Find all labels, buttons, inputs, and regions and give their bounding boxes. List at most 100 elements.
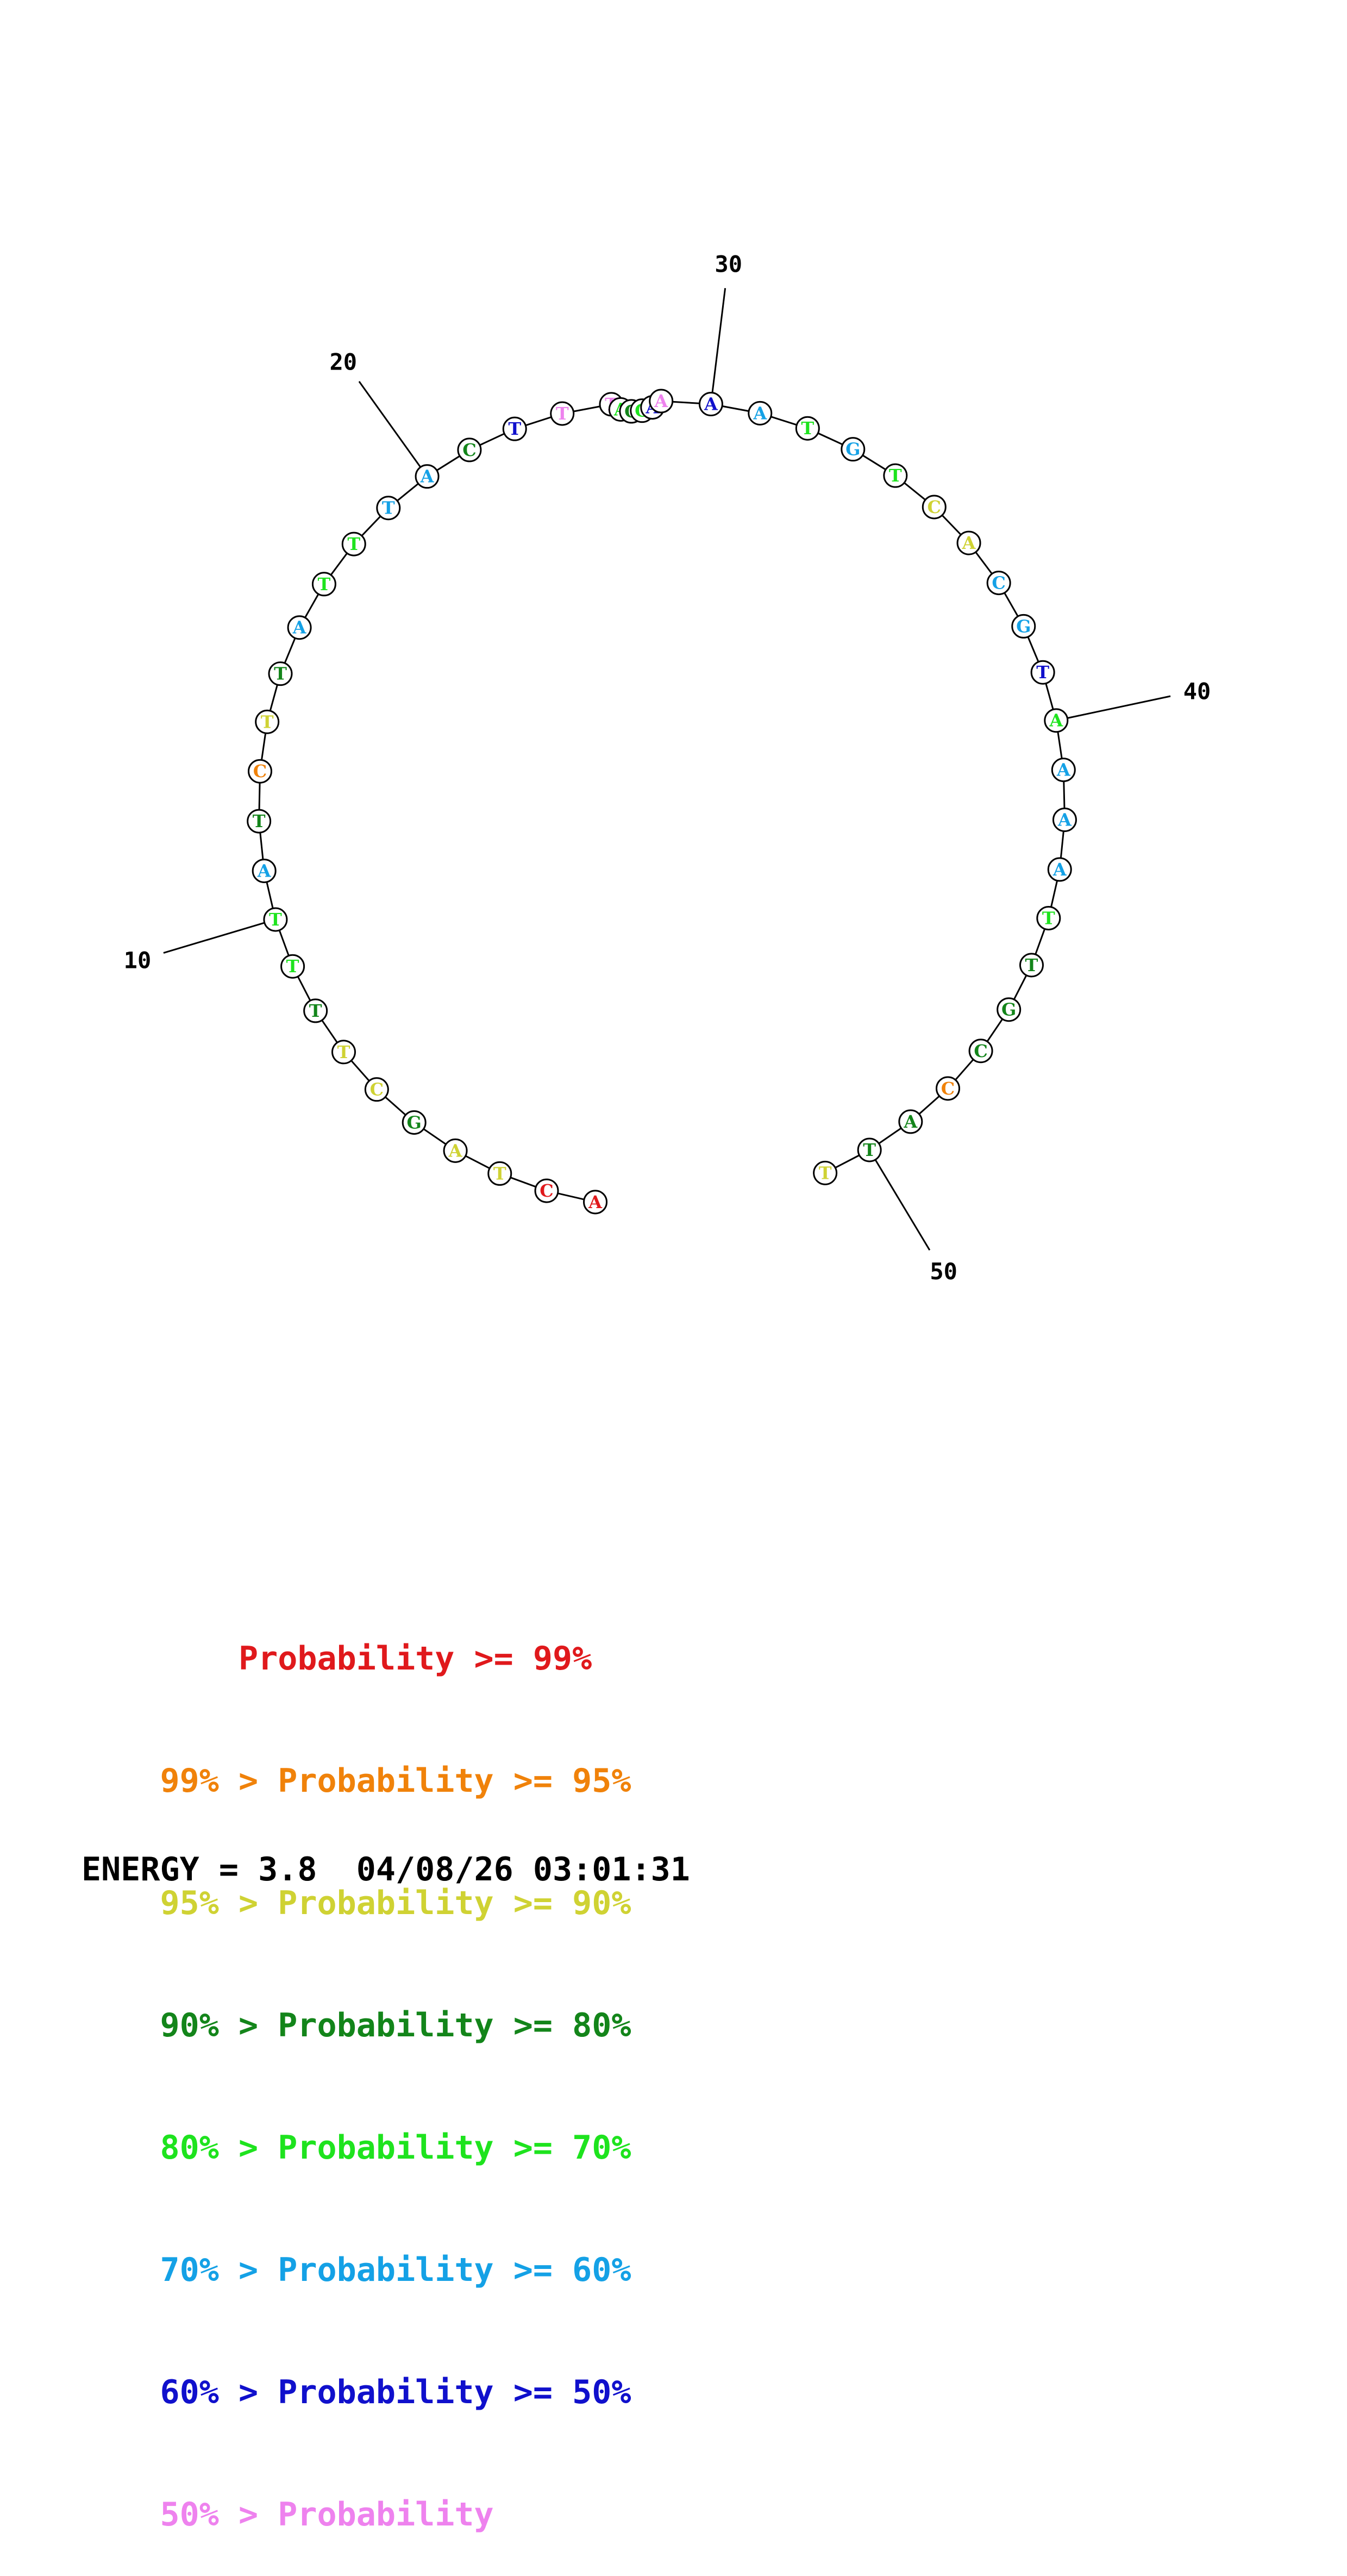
nucleotide-circle (698, 392, 723, 417)
nucleotide-circle (1051, 758, 1076, 783)
position-label: 30 (715, 251, 742, 277)
nucleotide-51: T (813, 1160, 838, 1185)
position-tick-line (358, 380, 428, 477)
nucleotide-circle (1019, 953, 1044, 978)
legend-text: Probability >= 70% (278, 2129, 631, 2167)
position-label: 50 (930, 1258, 957, 1285)
legend-prefix: 50% > (160, 2496, 278, 2534)
position-tick-line (163, 918, 276, 954)
energy-line: ENERGY = 3.8 04/08/26 03:01:31 (82, 1850, 690, 1889)
nucleotide-32: T (795, 416, 820, 441)
nucleotide-circle (364, 1077, 389, 1102)
nucleotide-base: C (540, 1180, 553, 1201)
nucleotide-base: T (382, 498, 395, 518)
nucleotide-base: C (974, 1041, 987, 1061)
legend-text: Probability >= 95% (278, 1762, 631, 1800)
nucleotide-circle (303, 998, 328, 1023)
nucleotide-37: C (986, 571, 1011, 596)
nucleotide-42: A (1052, 807, 1077, 832)
nucleotide-base: T (508, 418, 521, 439)
nucleotide-35: C (922, 495, 947, 520)
legend-prefix: 80% > (160, 2129, 278, 2167)
nucleotide-circle (1047, 857, 1072, 882)
position-tick-line (1056, 695, 1171, 722)
nucleotide-1: A (583, 1190, 608, 1215)
nucleotide-base: T (286, 956, 299, 977)
nucleotide-38: G (1011, 614, 1036, 639)
nucleotide-circle (922, 495, 947, 520)
nucleotide-base: T (253, 811, 266, 831)
nucleotide-circle (415, 464, 440, 489)
nucleotide-base: C (370, 1079, 384, 1100)
nucleotide-base: T (493, 1163, 506, 1184)
nucleotide-base: G (1001, 999, 1016, 1020)
nucleotide-19: T (376, 496, 401, 521)
nucleotide-2: C (534, 1178, 559, 1203)
nucleotide-circle (1044, 708, 1069, 733)
nucleotide-6: C (364, 1077, 389, 1102)
legend-row-80: 90% > Probability >= 80% (82, 1965, 631, 2044)
legend-prefix: 90% > (160, 2006, 278, 2044)
nucleotide-circle (1036, 905, 1061, 930)
nucleotide-49: A (898, 1109, 923, 1134)
nucleotide-12: T (247, 809, 272, 834)
nucleotide-17: T (311, 572, 336, 597)
nucleotide-base: G (845, 439, 860, 460)
nucleotide-circle (268, 661, 293, 686)
probability-legend: Probability >= 99% 99% > Probability >= … (82, 1516, 631, 2535)
legend-row-60: 70% > Probability >= 60% (82, 2209, 631, 2289)
nucleotide-layer: ACTAGCTTTTATCTTATTTACTTTACGAAAATGTCACGTA… (247, 389, 1077, 1215)
nucleotide-base: A (257, 860, 272, 881)
nucleotide-base: T (318, 574, 331, 595)
nucleotide-base: C (462, 440, 476, 460)
position-tick-line (710, 287, 726, 404)
nucleotide-14: T (255, 709, 280, 734)
legend-text: Probability (278, 2496, 494, 2534)
nucleotide-base: T (274, 664, 287, 684)
legend-prefix: 70% > (160, 2251, 278, 2289)
legend-row-below-50: 50% > Probability (82, 2454, 631, 2534)
nucleotide-23: T (550, 401, 575, 426)
nucleotide-base: A (654, 391, 668, 411)
nucleotide-circle (795, 416, 820, 441)
legend-prefix: 95% > (160, 1884, 278, 1922)
nucleotide-circle (376, 496, 401, 521)
nucleotide-18: T (341, 532, 366, 557)
nucleotide-circle (550, 401, 575, 426)
legend-row-50: 60% > Probability >= 50% (82, 2331, 631, 2411)
nucleotide-base: T (1036, 662, 1049, 683)
nucleotide-circle (280, 954, 305, 979)
nucleotide-circle (1030, 660, 1055, 685)
nucleotide-base: A (704, 394, 718, 415)
legend-prefix: 60% > (160, 2373, 278, 2411)
nucleotide-20: A (415, 464, 440, 489)
nucleotide-5: G (402, 1110, 427, 1135)
nucleotide-circle (748, 401, 773, 426)
nucleotide-base: A (292, 617, 307, 638)
legend-text: Probability >= 60% (278, 2251, 631, 2289)
position-label: 40 (1183, 678, 1211, 705)
nucleotide-15: T (268, 661, 293, 686)
legend-row-95: 99% > Probability >= 95% (82, 1720, 631, 1800)
legend-row-99: Probability >= 99% (82, 1598, 631, 1678)
nucleotide-10: T (263, 907, 288, 932)
nucleotide-21: C (457, 437, 482, 462)
nucleotide-circle (997, 997, 1022, 1022)
nucleotide-50: T (857, 1137, 882, 1162)
nucleotide-base: T (889, 465, 902, 486)
nucleotide-29: A (649, 389, 674, 414)
nucleotide-base: T (309, 1001, 322, 1021)
nucleotide-circle (649, 389, 674, 414)
nucleotide-base: A (1056, 760, 1071, 780)
nucleotide-circle (534, 1178, 559, 1203)
nucleotide-48: C (936, 1076, 961, 1101)
nucleotide-base: A (1057, 809, 1072, 830)
nucleotide-13: C (247, 759, 272, 784)
nucleotide-circle (1052, 807, 1077, 832)
nucleotide-base: A (420, 466, 435, 487)
nucleotide-8: T (303, 998, 328, 1023)
nucleotide-circle (263, 907, 288, 932)
nucleotide-4: A (443, 1138, 468, 1163)
nucleotide-44: T (1036, 905, 1061, 930)
nucleotide-base: A (962, 533, 976, 553)
